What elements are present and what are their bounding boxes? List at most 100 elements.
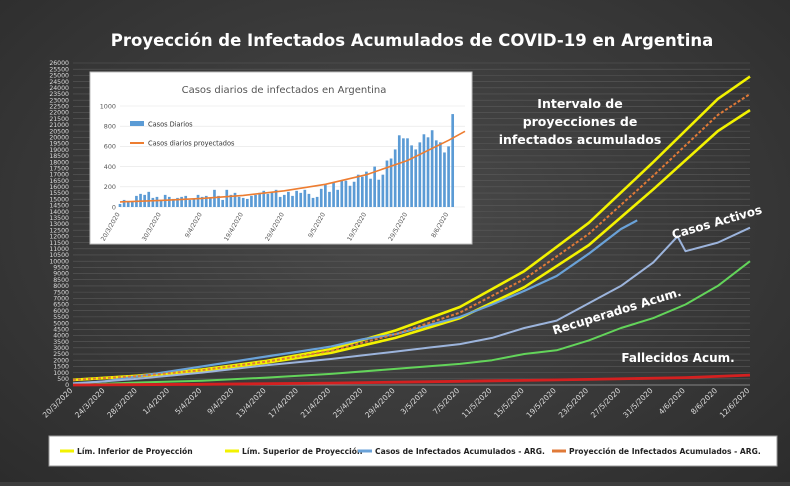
inset-bar <box>414 149 418 207</box>
main-y-tick-label: 19000 <box>49 147 69 154</box>
main-y-tick-label: 10500 <box>49 252 69 259</box>
inset-bar <box>319 188 323 207</box>
series-line-5 <box>72 226 751 385</box>
annotation-label: infectados acumulados <box>499 132 662 147</box>
main-y-tick-label: 4000 <box>53 333 69 340</box>
main-y-tick-label: 5500 <box>53 314 69 321</box>
inset-bar <box>229 194 233 207</box>
inset-bar <box>262 190 266 207</box>
main-y-tick-label: 21000 <box>49 122 69 129</box>
main-y-tick-label: 9000 <box>53 271 69 278</box>
inset-bar <box>332 182 335 207</box>
inset-bar <box>155 196 159 207</box>
main-x-tick-label: 29/4/2020 <box>363 386 397 420</box>
inset-bar <box>324 184 327 207</box>
main-x-tick-label: 7/5/2020 <box>431 386 461 416</box>
inset-bar <box>287 191 290 207</box>
inset-legend-swatch-1 <box>130 121 144 126</box>
main-y-tick-label: 15000 <box>49 196 69 203</box>
main-y-tick-label: 18500 <box>49 153 69 160</box>
inset-bar <box>151 197 155 207</box>
inset-bar <box>344 180 348 207</box>
main-y-tick-label: 0 <box>65 382 69 389</box>
main-y-tick-label: 3000 <box>53 345 69 352</box>
inset-bar <box>130 201 134 207</box>
main-x-tick-label: 8/6/2020 <box>689 386 719 416</box>
inset-y-tick-label: 0 <box>112 203 116 211</box>
inset-bar <box>418 142 422 207</box>
main-y-tick-label: 2500 <box>53 351 69 358</box>
main-y-tick-label: 13000 <box>49 221 69 228</box>
main-x-tick-label: 20/3/2020 <box>41 386 75 420</box>
main-x-tick-label: 5/4/2020 <box>173 386 203 416</box>
main-x-tick-label: 1/4/2020 <box>141 386 171 416</box>
inset-bar <box>434 140 438 207</box>
inset-bar <box>270 191 274 207</box>
main-y-tick-label: 12000 <box>49 234 69 241</box>
main-x-tick-label: 3/5/2020 <box>399 386 429 416</box>
inset-bar <box>118 203 122 207</box>
inset-projection-line <box>119 130 466 203</box>
main-x-tick-label: 19/5/2020 <box>524 386 558 420</box>
main-plot-area <box>72 75 751 387</box>
inset-bar <box>393 149 397 207</box>
inset-bar <box>336 189 340 207</box>
main-y-tick-label: 22000 <box>49 110 69 117</box>
main-y-tick-label: 16500 <box>49 178 69 185</box>
inset-bar <box>352 181 356 207</box>
inset-bar <box>348 185 352 207</box>
inset-bar <box>209 197 212 207</box>
inset-bar <box>122 199 126 207</box>
inset-bar <box>402 138 405 207</box>
main-x-tick-label: 27/5/2020 <box>589 386 623 420</box>
series-line-3 <box>72 219 638 385</box>
inset-bar <box>295 190 298 207</box>
main-y-axis: 0500100015002000250030003500400045005000… <box>49 60 69 389</box>
inset-y-tick-label: 400 <box>104 163 116 171</box>
inset-bar <box>233 192 237 207</box>
main-y-tick-label: 26000 <box>49 60 69 67</box>
main-y-tick-label: 17500 <box>49 165 69 172</box>
inset-bar <box>422 134 426 207</box>
annotation-label: Casos Activos <box>670 203 763 242</box>
inset-bar <box>217 195 220 207</box>
legend-box <box>48 435 778 467</box>
inset-y-tick-label: 200 <box>104 183 116 191</box>
inset-bar <box>213 189 216 207</box>
main-y-tick-label: 7500 <box>53 289 69 296</box>
main-y-tick-label: 10000 <box>49 258 69 265</box>
inset-bar <box>266 193 270 207</box>
main-y-tick-label: 20500 <box>49 128 69 135</box>
main-y-tick-label: 5000 <box>53 320 69 327</box>
inset-bar <box>299 192 303 207</box>
inset-bar <box>356 174 360 207</box>
inset-bar <box>180 196 183 207</box>
series-line-4 <box>72 93 751 381</box>
inset-bar <box>159 199 163 207</box>
main-x-tick-label: 17/4/2020 <box>267 386 301 420</box>
inset-bar <box>311 197 315 207</box>
main-y-tick-label: 2000 <box>53 357 69 364</box>
inset-projection-polyline <box>119 130 466 203</box>
main-y-tick-label: 15500 <box>49 190 69 197</box>
main-y-tick-label: 6000 <box>53 308 69 315</box>
inset-bar <box>291 195 294 207</box>
inset-bar <box>274 189 278 207</box>
main-y-tick-label: 1000 <box>53 370 69 377</box>
inset-bar <box>237 196 241 207</box>
main-y-tick-label: 20000 <box>49 135 69 142</box>
inset-y-axis: 0 200 400 600 800 1000 <box>100 102 116 211</box>
main-y-tick-label: 7000 <box>53 296 69 303</box>
series-line-2 <box>72 75 751 382</box>
inset-bar <box>254 194 257 207</box>
inset-bar <box>184 195 188 207</box>
series-line-6 <box>72 260 751 386</box>
inset-bar <box>282 194 286 207</box>
main-x-tick-label: 11/5/2020 <box>460 386 494 420</box>
main-y-tick-label: 16000 <box>49 184 69 191</box>
annotation-label: Fallecidos Acum. <box>621 351 734 365</box>
main-x-tick-label: 24/3/2020 <box>73 386 107 420</box>
main-y-tick-label: 22500 <box>49 104 69 111</box>
main-y-tick-label: 19500 <box>49 141 69 148</box>
inset-bar <box>365 171 368 207</box>
